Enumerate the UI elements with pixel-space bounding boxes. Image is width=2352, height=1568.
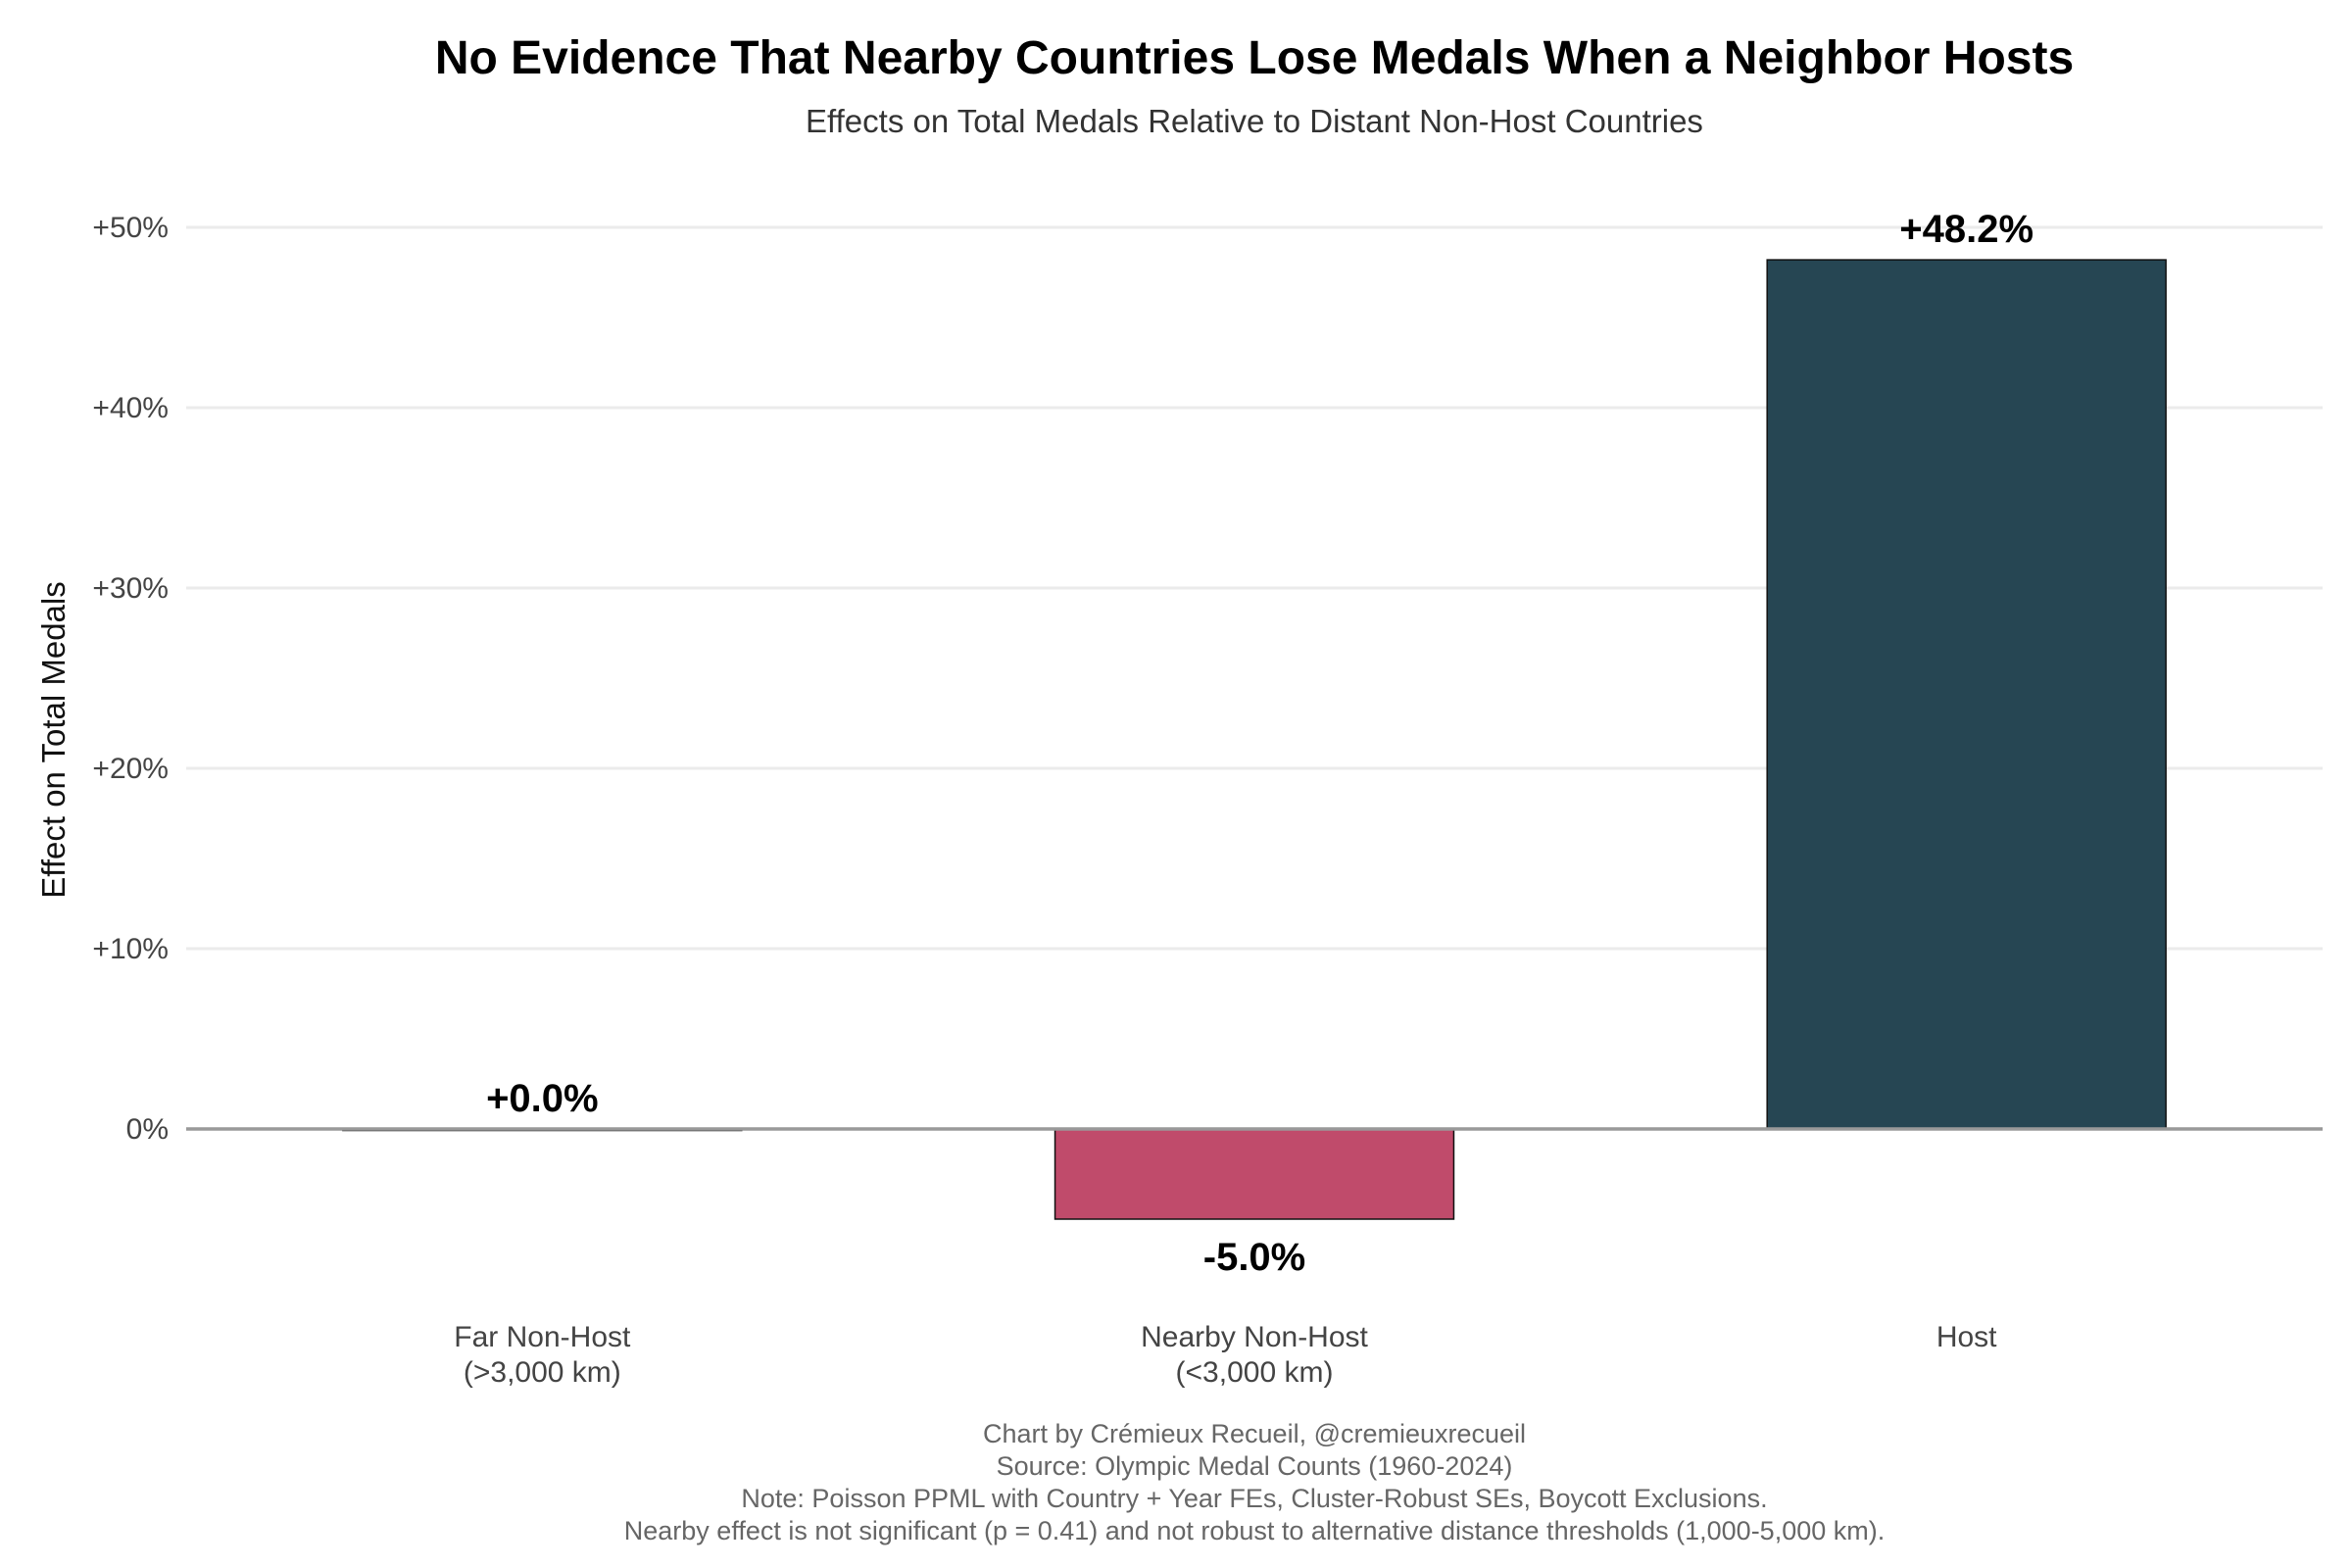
- x-tick-label: (<3,000 km): [1176, 1356, 1334, 1389]
- y-axis-ticks: 0% +10% +20% +30% +40% +50%: [92, 212, 169, 1146]
- data-label: +0.0%: [486, 1077, 599, 1120]
- y-tick-label: +10%: [92, 933, 169, 965]
- chart-subtitle: Effects on Total Medals Relative to Dist…: [806, 103, 1703, 139]
- y-tick-label: +50%: [92, 212, 169, 244]
- x-tick-label: (>3,000 km): [464, 1356, 621, 1389]
- y-tick-label: 0%: [126, 1113, 169, 1146]
- data-label: -5.0%: [1203, 1236, 1306, 1279]
- caption-line: Nearby effect is not significant (p = 0.…: [624, 1516, 1885, 1545]
- chart-title: No Evidence That Nearby Countries Lose M…: [435, 32, 2074, 84]
- x-tick-label: Nearby Non-Host: [1141, 1321, 1368, 1353]
- caption-line: Note: Poisson PPML with Country + Year F…: [741, 1484, 1767, 1513]
- x-tick-label: Host: [1936, 1321, 1997, 1353]
- y-tick-label: +40%: [92, 392, 169, 424]
- bar: [1766, 259, 2167, 1130]
- y-tick-label: +20%: [92, 753, 169, 785]
- caption-line: Chart by Crémieux Recueil, @cremieuxrecu…: [983, 1419, 1526, 1448]
- bar: [1054, 1128, 1455, 1220]
- bars: [342, 259, 2167, 1220]
- y-tick-label: +30%: [92, 572, 169, 605]
- caption: Chart by Crémieux Recueil, @cremieuxrecu…: [624, 1419, 1885, 1545]
- data-label: +48.2%: [1899, 208, 2034, 251]
- x-tick-label: Far Non-Host: [454, 1321, 631, 1353]
- data-labels: +0.0% -5.0% +48.2%: [486, 208, 2034, 1279]
- caption-line: Source: Olympic Medal Counts (1960-2024): [997, 1451, 1513, 1481]
- x-axis-ticks: Far Non-Host(>3,000 km) Nearby Non-Host(<…: [454, 1321, 1997, 1389]
- y-axis-label: Effect on Total Medals: [35, 581, 72, 898]
